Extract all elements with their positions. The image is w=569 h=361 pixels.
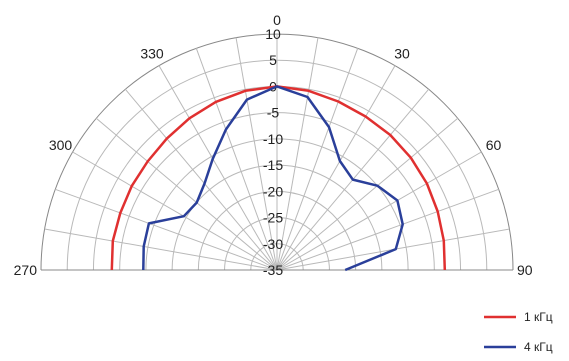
series-lines [110, 85, 447, 272]
grid-spoke [276, 117, 459, 271]
radial-tick-label: -10 [263, 131, 283, 147]
legend: 1 кГц 4 кГц [484, 310, 553, 354]
grid-spoke [95, 117, 278, 271]
angle-tick-label: 330 [140, 45, 164, 61]
radial-tick-label: -35 [263, 262, 283, 278]
radial-tick-label: 10 [265, 26, 281, 42]
angle-tick-labels: 0 30 60 90 270 300 330 [14, 12, 533, 278]
angle-tick-label: 300 [49, 137, 73, 153]
legend-label: 4 кГц [524, 340, 553, 354]
radial-tick-label: -20 [263, 183, 283, 199]
angle-tick-label: 90 [517, 262, 533, 278]
radial-tick-label: -15 [263, 157, 283, 173]
grid-spoke [55, 188, 278, 271]
radial-tick-label: 5 [269, 52, 277, 68]
grid-spoke [158, 65, 278, 271]
grid-spoke [235, 37, 278, 271]
polar-grid [40, 33, 514, 271]
grid-spoke [72, 151, 278, 271]
radial-tick-label: -25 [263, 210, 283, 226]
legend-label: 1 кГц [524, 310, 553, 324]
series-line-2 [142, 85, 404, 272]
grid-spoke [276, 37, 319, 271]
grid-spoke [44, 228, 278, 271]
angle-tick-label: 0 [273, 12, 281, 28]
angle-tick-label: 30 [394, 45, 410, 61]
grid-spoke [276, 48, 359, 271]
radial-tick-label: -5 [267, 105, 280, 121]
grid-spoke [276, 151, 482, 271]
grid-spoke [195, 48, 278, 271]
angle-tick-label: 270 [14, 262, 38, 278]
angle-tick-label: 60 [486, 137, 502, 153]
grid-spoke [276, 188, 499, 271]
grid-spoke [124, 88, 278, 271]
grid-spoke [276, 65, 396, 271]
radial-tick-label: -30 [263, 236, 283, 252]
